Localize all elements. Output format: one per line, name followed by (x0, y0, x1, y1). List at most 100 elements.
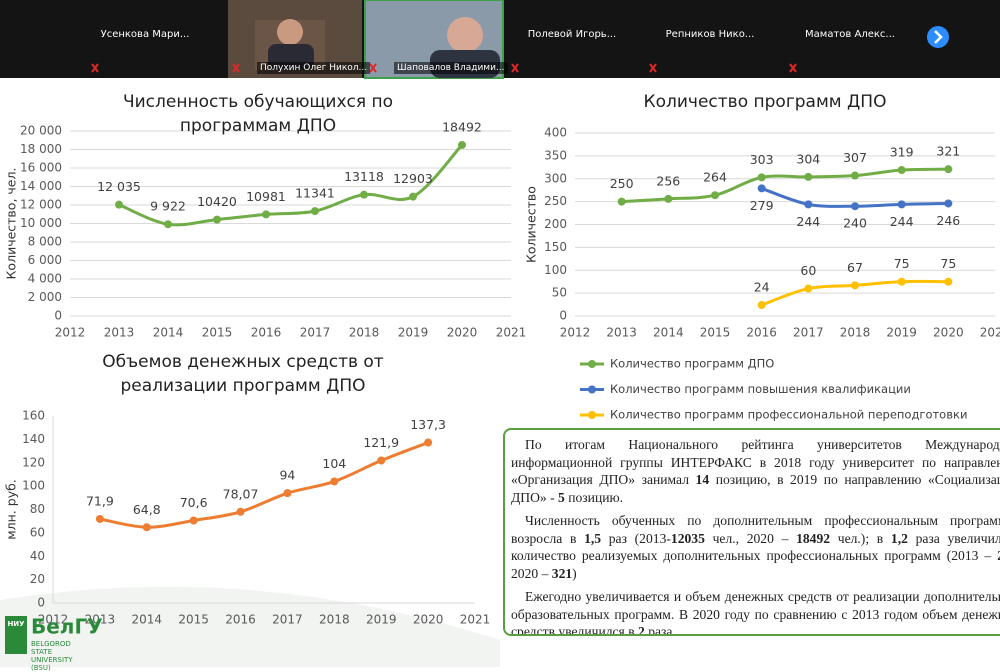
x-tick-label: 2016 (225, 613, 256, 627)
data-label: 244 (890, 214, 914, 229)
y-axis-label: млн. руб. (4, 479, 19, 540)
next-page-button[interactable] (927, 26, 949, 48)
x-tick-label: 2016 (251, 326, 282, 340)
logo-subtitle: BELGOROD STATE UNIVERSITY (BSU) (31, 640, 73, 672)
x-tick-label: 2019 (886, 326, 917, 340)
text-run: раза увеличилось количество реализуемых … (511, 530, 1000, 564)
x-tick-label: 2021 (460, 613, 491, 627)
data-point (757, 301, 766, 310)
data-label: 304 (796, 151, 820, 166)
y-tick-label: 300 (544, 171, 567, 185)
y-tick-label: 0 (37, 596, 45, 610)
y-tick-label: 16 000 (20, 161, 62, 175)
text-run: чел., 2020 – (704, 530, 797, 546)
data-point (360, 190, 368, 199)
video-person (277, 19, 303, 45)
y-tick-label: 14 000 (20, 179, 62, 193)
data-point (757, 184, 766, 193)
video-person (447, 17, 483, 53)
legend-swatch (588, 360, 596, 368)
data-point (851, 171, 859, 180)
text-run: Численность обученных по дополнительным … (511, 513, 1000, 546)
y-tick-label: 40 (30, 549, 45, 563)
y-tick-label: 0 (559, 309, 567, 323)
y-tick-label: 100 (22, 479, 45, 493)
data-label: 12903 (393, 171, 433, 186)
data-label: 71,9 (86, 493, 114, 508)
data-label: 303 (750, 152, 774, 167)
text-run: 321 (551, 565, 573, 581)
x-tick-label: 2013 (85, 613, 116, 627)
y-tick-label: 0 (54, 309, 62, 323)
data-point (283, 489, 292, 498)
y-tick-label: 2 000 (28, 290, 62, 304)
data-point (236, 507, 245, 516)
x-tick-label: 2014 (153, 326, 184, 340)
x-tick-label: 2021 (980, 326, 1000, 340)
data-point (897, 200, 906, 209)
data-point (330, 477, 339, 486)
data-label: 279 (750, 198, 774, 213)
text-run: 1,5 (584, 530, 602, 546)
mic-off-icon (649, 63, 657, 73)
x-tick-label: 2015 (700, 326, 731, 340)
y-tick-label: 6 000 (28, 253, 62, 267)
data-label: 64,8 (133, 502, 161, 517)
text-run: раза. (644, 624, 676, 636)
y-tick-label: 80 (30, 502, 45, 516)
mic-off-icon (91, 63, 99, 73)
data-point (944, 165, 953, 174)
mic-off-icon (511, 63, 519, 73)
y-tick-label: 120 (22, 455, 45, 469)
x-tick-label: 2018 (349, 326, 380, 340)
y-tick-label: 18 000 (20, 142, 62, 156)
x-tick-label: 2013 (606, 326, 637, 340)
text-run: позицию, в 2019 по направлению «Социализ… (511, 472, 1000, 505)
x-tick-label: 2018 (840, 326, 871, 340)
text-run: 250 (997, 548, 1000, 563)
text-run: 14 (695, 472, 710, 487)
x-tick-label: 2012 (55, 326, 86, 340)
legend-swatch (588, 411, 596, 419)
logo-name: БелГУ (31, 615, 103, 639)
data-label: 94 (279, 468, 295, 483)
data-point (617, 197, 626, 206)
logo: НИУ БелГУ (5, 615, 103, 654)
x-tick-label: 2015 (202, 326, 233, 340)
text-run: позицию. (564, 489, 624, 505)
y-tick-label: 12 000 (20, 198, 62, 212)
data-label: 244 (796, 214, 820, 229)
data-point (711, 191, 719, 200)
x-tick-label: 2015 (178, 613, 209, 627)
data-label: 9 922 (150, 199, 186, 214)
y-tick-label: 350 (544, 148, 567, 162)
text-run: 2 (638, 624, 645, 636)
participant-name: Маматов Алекс... (805, 29, 895, 40)
data-label: 75 (894, 256, 910, 271)
data-point (164, 220, 172, 229)
y-tick-label: 20 000 (20, 124, 62, 138)
y-tick-label: 100 (544, 263, 567, 277)
x-tick-label: 2021 (496, 326, 527, 340)
data-point (458, 140, 466, 149)
mic-off-icon (789, 63, 797, 73)
legend-label: Количество программ профессиональной пер… (610, 408, 967, 422)
paragraph: По итогам Национального рейтинга универс… (511, 436, 1000, 506)
x-tick-label: 2017 (272, 613, 303, 627)
legend-label: Количество программ повышения квалификац… (610, 382, 911, 396)
data-point (664, 194, 673, 203)
x-tick-label: 2016 (746, 326, 777, 340)
chart-title: Численность обучающихся по программам ДП… (122, 92, 393, 136)
data-label: 246 (936, 213, 960, 228)
y-tick-label: 50 (552, 286, 567, 300)
data-label: 70,6 (180, 495, 208, 510)
data-point (115, 200, 123, 209)
text-run: 12035 (670, 530, 705, 546)
data-label: 24 (754, 280, 770, 295)
data-label: 13118 (344, 169, 384, 184)
participant-name: Шаповалов Владими... (394, 62, 508, 74)
mic-off-icon (369, 63, 377, 73)
data-point (944, 277, 953, 286)
data-label: 256 (656, 173, 680, 188)
